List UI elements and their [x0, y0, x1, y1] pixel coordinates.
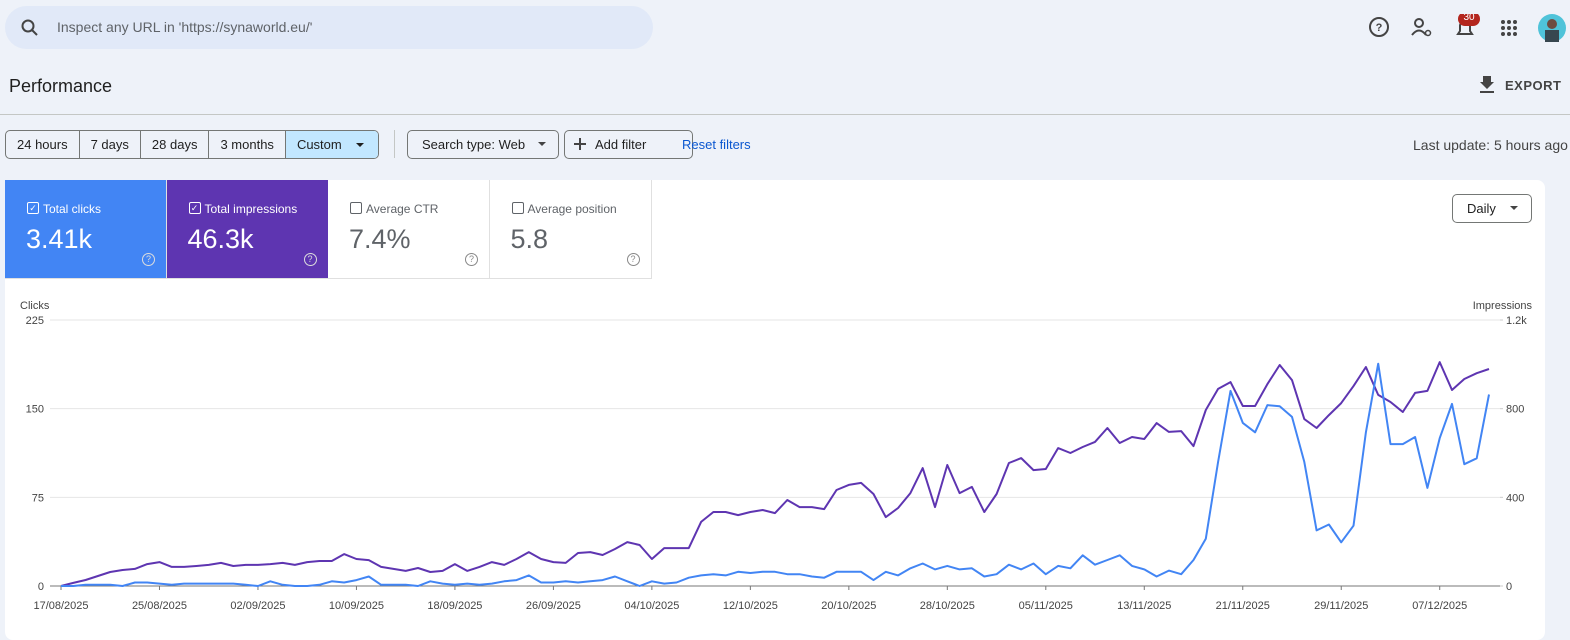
x-tick-label: 12/10/2025 [723, 600, 778, 612]
x-tick-label: 21/11/2025 [1216, 600, 1270, 612]
plus-icon [574, 138, 586, 150]
x-tick-label: 07/12/2025 [1412, 600, 1467, 612]
top-icons: ? 30 [1369, 14, 1566, 42]
checkbox[interactable]: ✓ [188, 202, 201, 214]
notification-badge [1458, 14, 1480, 26]
reset-filters-link[interactable]: Reset filters [682, 137, 751, 152]
metric-card[interactable]: ✓ Total clicks 3.41k? [5, 180, 167, 279]
metric-label: Total clicks [43, 202, 102, 216]
search-icon [21, 19, 38, 36]
y2-tick-label: 1.2k [1506, 315, 1527, 327]
x-tick-label: 17/08/2025 [33, 600, 88, 612]
y-tick-label: 150 [26, 404, 44, 416]
search-type-button[interactable]: Search type: Web [407, 130, 559, 159]
x-tick-label: 05/11/2025 [1019, 600, 1073, 612]
x-tick-label: 28/10/2025 [920, 600, 975, 612]
y-axis-label: Clicks [20, 300, 50, 312]
search-bar[interactable] [5, 6, 653, 49]
y2-tick-label: 0 [1506, 581, 1512, 593]
help-icon[interactable] [1369, 17, 1389, 37]
line-series [60, 361, 1490, 587]
x-tick-label: 04/10/2025 [624, 600, 679, 612]
y2-tick-label: 400 [1506, 492, 1524, 504]
dropdown-arrow [538, 142, 546, 146]
date-range-button[interactable]: 3 months [209, 131, 286, 158]
account-settings-icon[interactable] [1414, 18, 1424, 28]
metric-label: Average position [527, 202, 617, 216]
y2-axis-label: Impressions [1473, 300, 1533, 312]
separator [394, 130, 395, 158]
dropdown-arrow [1510, 206, 1518, 210]
metric-label: Average CTR [366, 202, 439, 216]
help-icon: ? [465, 253, 478, 266]
export-icon[interactable] [1479, 76, 1495, 94]
y-tick-label: 0 [38, 581, 44, 593]
date-range-button[interactable]: 28 days [141, 131, 210, 158]
metric-value: 3.41k [26, 224, 93, 254]
date-range-group: 24 hours 7 days 28 days 3 months Custom [5, 130, 379, 159]
help-icon: ? [626, 253, 640, 266]
last-update: Last update: 5 hours ago [1413, 137, 1568, 153]
svg-text:?: ? [1376, 22, 1383, 34]
y-tick-label: 225 [26, 315, 44, 327]
metric-value: 46.3k [187, 224, 254, 254]
line-series [61, 362, 1490, 587]
x-tick-label: 20/10/2025 [821, 600, 876, 612]
metric-card[interactable]: ✓ Total impressions 46.3k? [166, 180, 329, 279]
x-tick-label: 18/09/2025 [427, 600, 482, 612]
date-range-button[interactable]: 24 hours [6, 131, 80, 158]
checkbox[interactable] [350, 202, 362, 214]
metric-value: 5.8 [510, 224, 549, 254]
metric-value: 7.4% [349, 224, 411, 254]
granularity-label: Daily [1467, 201, 1496, 216]
x-tick-label: 10/09/2025 [329, 600, 384, 612]
export-button[interactable]: EXPORT [1505, 78, 1562, 93]
help-icon: ? [142, 253, 155, 266]
metric-label: Total impressions [204, 202, 298, 216]
x-tick-label: 13/11/2025 [1117, 600, 1171, 612]
y-tick-label: 75 [32, 492, 44, 504]
date-range-button[interactable]: Custom [285, 131, 378, 158]
add-filter-label: Add filter [595, 137, 647, 152]
x-tick-label: 26/09/2025 [526, 600, 581, 612]
search-placeholder: Inspect any URL in 'https://synaworld.eu… [57, 19, 313, 35]
help-icon: ? [303, 253, 317, 266]
granularity-dropdown[interactable]: Daily [1452, 194, 1532, 223]
x-tick-label: 25/08/2025 [132, 600, 187, 612]
x-tick-label: 29/11/2025 [1314, 600, 1368, 612]
notification-count: 30 [1463, 14, 1475, 23]
metric-card[interactable]: Average position 5.8? [489, 180, 652, 279]
date-range-button[interactable]: 7 days [80, 131, 141, 158]
checkbox[interactable] [511, 202, 524, 214]
apps-icon[interactable] [1501, 20, 1517, 36]
y2-tick-label: 800 [1506, 404, 1524, 416]
dropdown-arrow [355, 143, 364, 147]
checkbox[interactable]: ✓ [27, 202, 39, 214]
add-filter-button[interactable]: Add filter [564, 130, 693, 159]
search-type-label: Search type: Web [422, 137, 526, 152]
x-tick-label: 02/09/2025 [230, 600, 285, 612]
divider [0, 114, 1570, 115]
page-title: Performance [9, 76, 113, 96]
